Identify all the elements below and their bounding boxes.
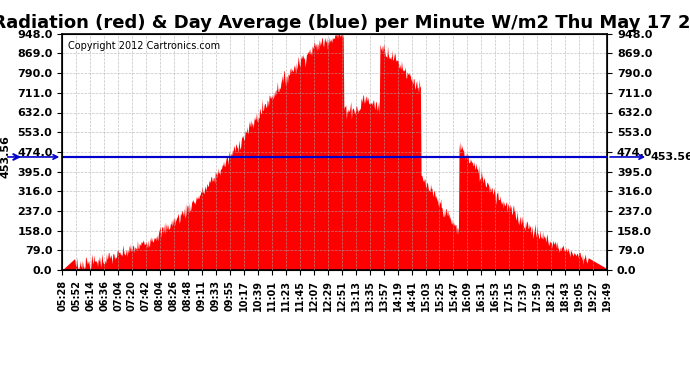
Text: 453.56: 453.56 (0, 135, 10, 178)
Title: Solar Radiation (red) & Day Average (blue) per Minute W/m2 Thu May 17 20:05: Solar Radiation (red) & Day Average (blu… (0, 14, 690, 32)
Text: 453.56: 453.56 (0, 135, 57, 178)
Text: 453.56: 453.56 (610, 152, 690, 162)
Text: Copyright 2012 Cartronics.com: Copyright 2012 Cartronics.com (68, 41, 219, 51)
